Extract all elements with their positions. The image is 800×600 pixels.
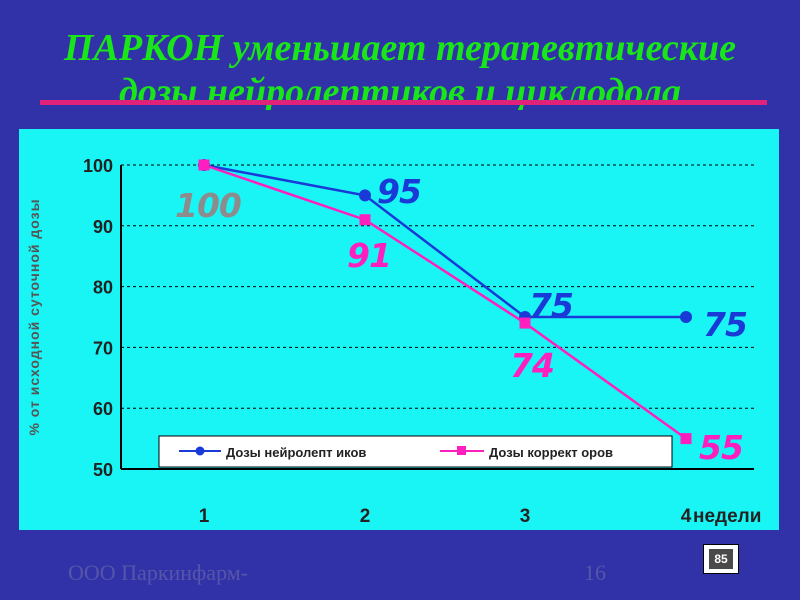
page-badge-label: 85 [709, 549, 733, 569]
y-tick-label-80: 80 [93, 278, 113, 298]
page-number: 16 [584, 560, 606, 585]
legend-label-series-2: Дозы коррект оров [489, 445, 613, 460]
data-label-series-1-point-2: 95 [377, 172, 421, 211]
legend-marker-series-2 [457, 446, 466, 455]
data-labels: 100 95 75 75 91 74 55 [175, 172, 748, 467]
y-tick-label-60: 60 [93, 399, 113, 419]
series-2-point-2 [359, 214, 371, 226]
y-tick-label-70: 70 [93, 338, 113, 358]
data-label-series-1-point-1: 100 [175, 186, 241, 225]
legend-marker-series-1 [195, 446, 205, 456]
line-chart: 100 90 80 70 60 50 1 2 3 4 % от исходной суточной… [26, 156, 761, 527]
y-axis-label: % от исходной суточной дозы [26, 198, 42, 435]
x-tick-label-1: 1 [199, 506, 210, 527]
series-2-point-3 [519, 317, 531, 329]
data-label-series-2-point-3: 74 [510, 346, 554, 385]
slide-title: ПАРКОН уменьшает терапевтические дозы не… [0, 26, 800, 110]
y-tick-label-90: 90 [93, 217, 113, 237]
y-tick-label-50: 50 [93, 460, 113, 480]
data-label-series-2-point-4: 55 [699, 428, 743, 467]
y-tick-label-100: 100 [83, 156, 113, 176]
series-line-1 [203, 163, 686, 319]
footer-company: ООО Паркинфарм- [68, 560, 248, 585]
legend: Дозы нейролепт иков Дозы коррект оров [158, 435, 673, 468]
series-2-point-4 [680, 433, 692, 445]
x-tick-label-2: 2 [360, 506, 371, 527]
data-label-series-1-point-4: 75 [703, 305, 747, 344]
chart-panel: 100 90 80 70 60 50 1 2 3 4 % от исходной суточной… [19, 129, 779, 530]
series [198, 159, 692, 445]
data-label-series-2-point-2: 91 [347, 236, 391, 275]
x-axis-label: недели [693, 506, 761, 527]
series-line-2 [203, 163, 687, 440]
series-2-point-1 [198, 159, 210, 171]
series-1-point-4 [680, 311, 692, 323]
x-tick-label-4: 4 [681, 506, 692, 527]
x-tick-label-3: 3 [520, 506, 531, 527]
legend-box [158, 435, 673, 468]
axes [120, 165, 754, 470]
series-1-point-2 [359, 189, 371, 202]
title-underline [40, 100, 767, 105]
slide-title-line-1: ПАРКОН уменьшает терапевтические [64, 27, 736, 69]
legend-label-series-1: Дозы нейролепт иков [226, 445, 366, 460]
data-label-series-1-point-3: 75 [529, 286, 573, 325]
tick-labels: 100 90 80 70 60 50 1 2 3 4 [83, 156, 692, 527]
page-badge: 85 [703, 544, 739, 574]
